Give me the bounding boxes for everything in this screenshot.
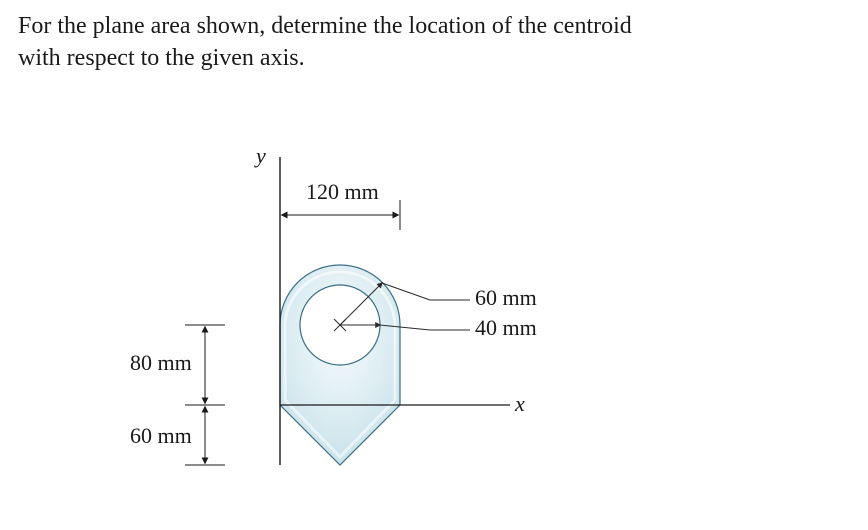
problem-statement: For the plane area shown, determine the … xyxy=(18,10,868,75)
problem-line-1: For the plane area shown, determine the … xyxy=(18,13,632,39)
x-axis-label: x xyxy=(515,391,525,417)
dim-tri-height-label: 60 mm xyxy=(130,423,192,449)
problem-line-2: with respect to the given axis. xyxy=(18,45,305,71)
shape-body xyxy=(280,265,400,465)
y-axis-label: y xyxy=(256,143,266,169)
radius-leaders xyxy=(334,283,470,331)
dim-outer-radius-label: 60 mm xyxy=(475,285,537,311)
figure-svg xyxy=(130,145,690,525)
dim-top-width-label: 120 mm xyxy=(306,179,379,205)
dim-rect-height-label: 80 mm xyxy=(130,350,192,376)
figure: y 120 mm 60 mm 40 mm 80 mm 60 mm x xyxy=(130,145,690,530)
page: For the plane area shown, determine the … xyxy=(0,0,868,518)
dim-inner-radius-label: 40 mm xyxy=(475,315,537,341)
